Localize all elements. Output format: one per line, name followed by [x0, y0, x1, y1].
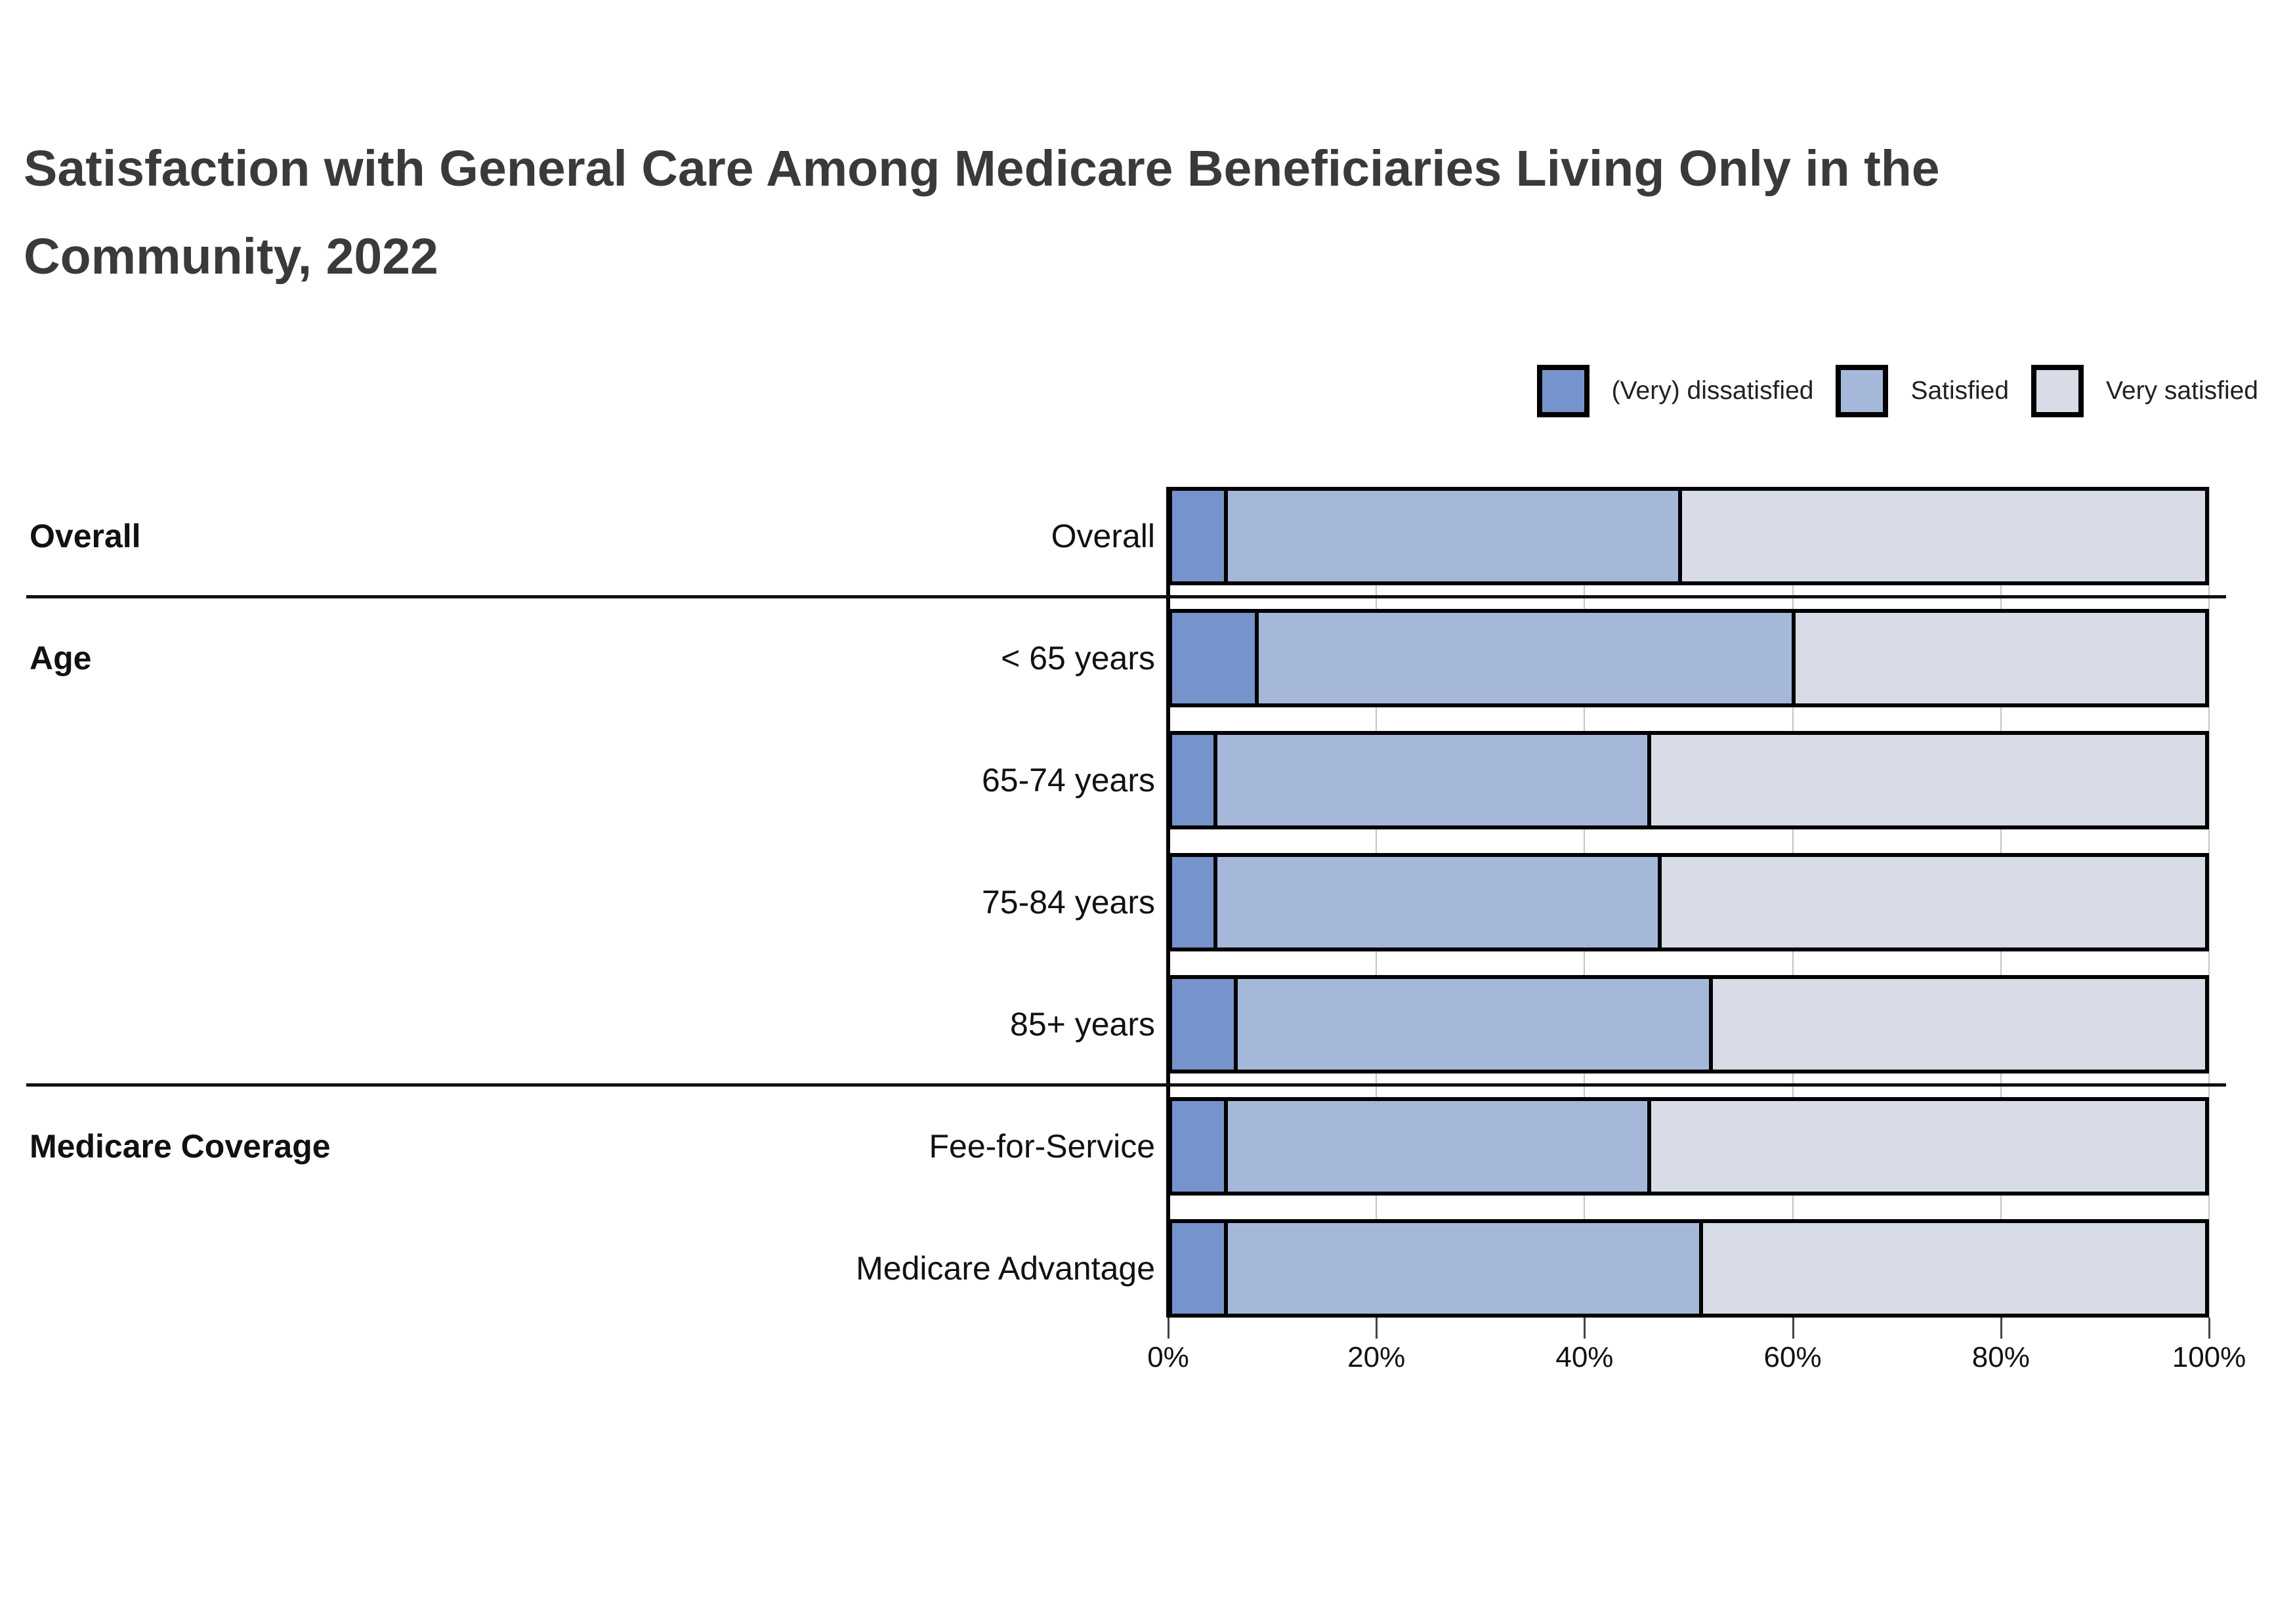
bar-row	[1168, 487, 2209, 585]
bar-segment	[1223, 1223, 1699, 1314]
legend-item: Satisfied	[1836, 365, 2009, 417]
bar-segment	[1223, 491, 1679, 581]
bar-row	[1168, 1097, 2209, 1196]
row-label: Medicare Advantage	[856, 1250, 1155, 1287]
legend-item: Very satisfied	[2031, 365, 2258, 417]
bar-segment	[1647, 735, 2205, 825]
x-axis-tick	[1376, 1318, 1378, 1339]
bar-segment	[1698, 1223, 2205, 1314]
x-axis-tick-label: 0%	[1147, 1341, 1189, 1373]
group-label: Overall	[30, 518, 141, 554]
bar-segment	[1172, 1101, 1224, 1192]
x-axis-tick-label: 20%	[1347, 1341, 1406, 1373]
x-axis-tick	[1168, 1318, 1169, 1339]
bar-segment	[1223, 1101, 1648, 1192]
legend-label: (Very) dissatisfied	[1611, 377, 1814, 405]
bar-segment	[1172, 613, 1255, 703]
bar-row	[1168, 1219, 2209, 1318]
legend-label: Satisfied	[1910, 377, 2010, 405]
x-axis-tick-label: 100%	[2172, 1341, 2246, 1373]
x-axis-tick-label: 60%	[1763, 1341, 1822, 1373]
bar-segment	[1172, 979, 1234, 1070]
bar-segment	[1213, 735, 1648, 825]
bar-segment	[1678, 491, 2205, 581]
bar-row	[1168, 731, 2209, 829]
legend-swatch-icon	[2031, 365, 2084, 417]
legend-item: (Very) dissatisfied	[1536, 365, 1814, 417]
x-axis-tick	[2000, 1318, 2002, 1339]
bar-segment	[1647, 1101, 2205, 1192]
group-separator	[26, 595, 2226, 598]
bar-segment	[1657, 857, 2205, 947]
bar-segment	[1172, 491, 1224, 581]
bar-segment	[1709, 979, 2205, 1070]
bar-row	[1168, 975, 2209, 1073]
group-label: Age	[30, 640, 92, 677]
x-axis-tick	[1584, 1318, 1586, 1339]
bar-segment	[1172, 857, 1213, 947]
row-label: 85+ years	[1010, 1006, 1155, 1043]
bar-row	[1168, 853, 2209, 951]
bar-row	[1168, 609, 2209, 707]
legend-swatch-icon	[1536, 365, 1590, 417]
x-axis-tick	[1792, 1318, 1794, 1339]
bar-segment	[1172, 735, 1213, 825]
row-label: Overall	[1051, 518, 1155, 554]
group-label: Medicare Coverage	[30, 1128, 331, 1165]
x-axis-tick-label: 80%	[1971, 1341, 2030, 1373]
bar-segment	[1254, 613, 1792, 703]
gridline	[2208, 487, 2210, 1318]
legend: (Very) dissatisfied Satisfied Very satisfi…	[1536, 365, 2258, 417]
group-separator	[26, 1083, 2226, 1087]
row-label: Fee-for-Service	[929, 1128, 1155, 1165]
legend-label: Very satisfied	[2106, 377, 2258, 405]
legend-swatch-icon	[1836, 365, 1889, 417]
row-label: 65-74 years	[981, 762, 1155, 799]
bar-segment	[1213, 857, 1658, 947]
bar-segment	[1792, 613, 2205, 703]
row-label: 75-84 years	[981, 884, 1155, 921]
chart-title: Satisfaction with General Care Among Med…	[24, 140, 1940, 285]
row-label: < 65 years	[1001, 640, 1155, 677]
bar-segment	[1172, 1223, 1224, 1314]
x-axis-tick-label: 40%	[1555, 1341, 1614, 1373]
bar-segment	[1234, 979, 1710, 1070]
x-axis-tick	[2208, 1318, 2210, 1339]
